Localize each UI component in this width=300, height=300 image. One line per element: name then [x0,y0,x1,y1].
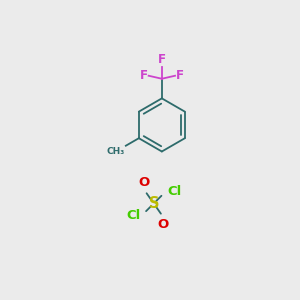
Text: O: O [139,176,150,189]
Text: F: F [140,69,148,82]
Text: CH₃: CH₃ [106,147,125,156]
Text: F: F [176,69,184,82]
Text: S: S [148,196,159,211]
Text: O: O [158,218,169,231]
Text: F: F [158,53,166,66]
Text: Cl: Cl [126,209,141,222]
Text: Cl: Cl [167,185,181,198]
